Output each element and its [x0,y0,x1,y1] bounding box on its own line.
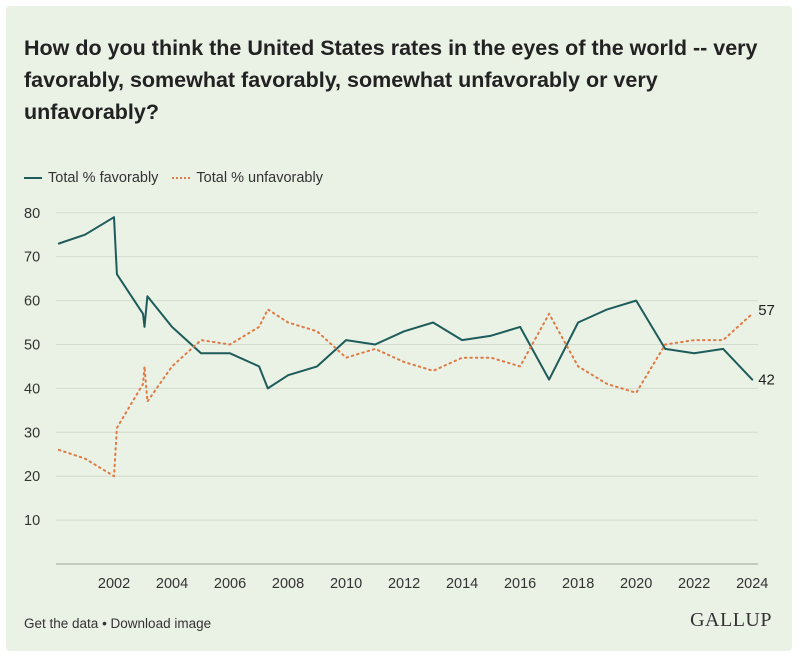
x-tick-label-2014: 2014 [446,576,478,592]
x-tick-label-2002: 2002 [98,576,130,592]
chart-card: How do you think the United States rates… [6,6,792,651]
x-tick-label-2008: 2008 [272,576,304,592]
x-tick-label-2004: 2004 [156,576,188,592]
legend-label-unfavorably: Total % unfavorably [196,170,323,186]
download-image-link[interactable]: Download image [110,616,212,631]
legend-swatch-favorably [24,177,42,179]
y-tick-label-50: 50 [24,337,40,353]
y-tick-label-60: 60 [24,294,40,310]
x-tick-label-2010: 2010 [330,576,362,592]
line-chart: 10 20 30 40 50 60 70 80 2002 2004 2006 2008 2010 2012… [24,206,775,592]
x-tick-label-2006: 2006 [214,576,246,592]
legend-swatch-unfavorably [172,177,191,179]
x-tick-label-2016: 2016 [504,576,536,592]
y-tick-label-30: 30 [24,425,40,441]
legend-label-favorably: Total % favorably [48,170,159,186]
y-tick-label-40: 40 [24,381,40,397]
legend: Total % favorably Total % unfavorably [24,168,337,188]
legend-item-unfavorably: Total % unfavorably [172,170,323,186]
footer: Get the data • Download image [24,616,211,631]
get-data-link[interactable]: Get the data [24,616,99,631]
gallup-logo: GALLUP [690,609,772,631]
chart-title: How do you think the United States rates… [24,36,758,124]
x-tick-label-2022: 2022 [678,576,710,592]
end-label-unfavorably: 57 [758,302,775,319]
legend-item-favorably: Total % favorably [24,170,158,186]
y-tick-label-80: 80 [24,206,40,222]
x-tick-label-2024: 2024 [736,576,768,592]
y-tick-label-10: 10 [24,513,40,529]
y-tick-label-70: 70 [24,250,40,266]
x-tick-label-2012: 2012 [388,576,420,592]
x-tick-label-2018: 2018 [562,576,594,592]
y-tick-label-20: 20 [24,469,40,485]
end-label-favorably: 42 [758,372,775,389]
x-tick-label-2020: 2020 [620,576,652,592]
series-line-favorably [57,216,754,390]
series-line-unfavorably [57,308,754,478]
footer-separator: • [98,616,111,631]
